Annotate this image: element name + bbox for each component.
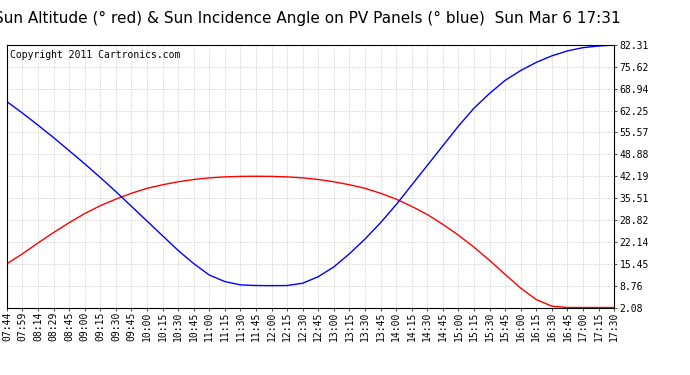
- Text: Copyright 2011 Cartronics.com: Copyright 2011 Cartronics.com: [10, 50, 180, 60]
- Text: Sun Altitude (° red) & Sun Incidence Angle on PV Panels (° blue)  Sun Mar 6 17:3: Sun Altitude (° red) & Sun Incidence Ang…: [0, 11, 620, 26]
